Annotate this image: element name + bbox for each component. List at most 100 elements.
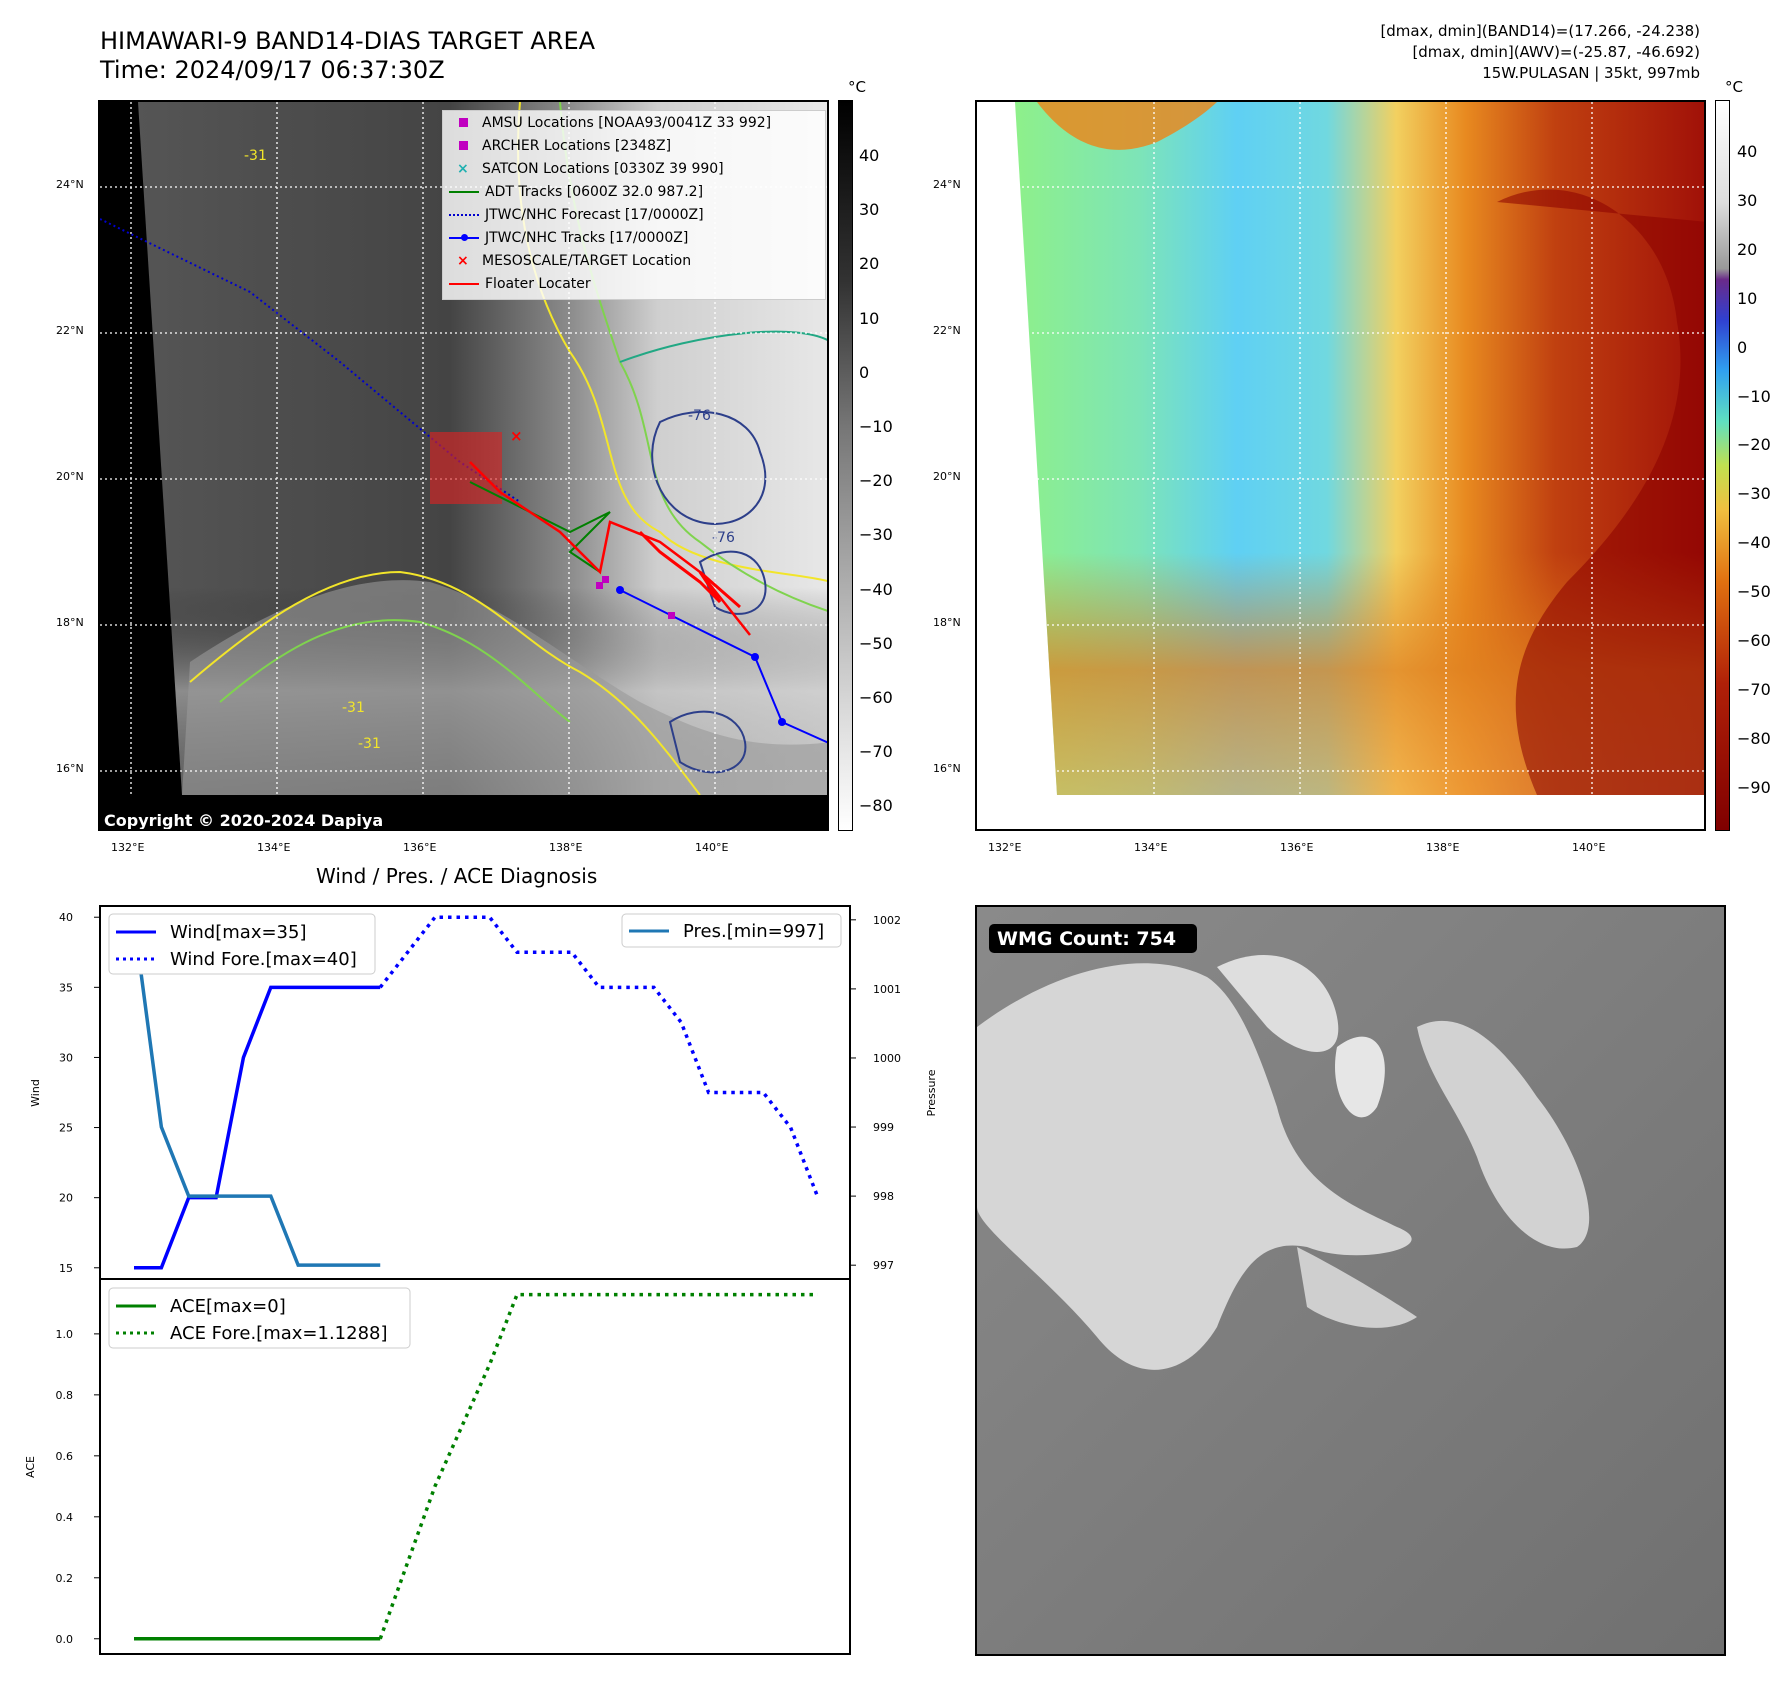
x-marker-icon: ×	[457, 161, 469, 177]
contour-navy	[651, 411, 767, 525]
wmg-count-badge: WMG Count: 754	[997, 928, 1176, 950]
lat-label: 16°N	[933, 762, 961, 775]
colorbar-tick-label: 40	[1737, 142, 1758, 161]
lon-label: 134°E	[1134, 841, 1168, 854]
cloud-feature	[1217, 955, 1339, 1052]
wind-tick-label: 35	[59, 981, 73, 994]
contour-yellow-south	[189, 570, 701, 796]
pres-ylabel: Pressure	[925, 1069, 938, 1116]
cloud-feature	[1297, 1247, 1417, 1328]
legend-item-adt: ADT Tracks [0600Z 32.0 987.2]	[449, 184, 703, 200]
lon-label: 140°E	[1572, 841, 1606, 854]
pres-tick-label: 997	[873, 1259, 894, 1272]
wind-ylabel: Wind	[29, 1079, 42, 1107]
lon-label: 132°E	[111, 841, 145, 854]
lon-label: 138°E	[549, 841, 583, 854]
wmg-badge-bg	[989, 924, 1197, 953]
wmg-canvas: WMG Count: 754	[977, 907, 1724, 1654]
colorbar-tick-label: −40	[859, 579, 893, 599]
chart-time: Time: 2024/09/17 06:37:30Z	[100, 56, 445, 84]
cloud-band	[182, 580, 827, 795]
legend-ace-fore: ACE Fore.[max=1.1288]	[170, 1323, 388, 1344]
ace-tick-label: 0.0	[56, 1633, 74, 1646]
info-line-2: [dmax, dmin](AWV)=(-25.87, -46.692)	[1412, 43, 1700, 61]
colorbar-tick-label: −50	[859, 633, 893, 653]
legend-ace: ACE[max=0]	[170, 1296, 286, 1317]
lon-label: 136°E	[1280, 841, 1314, 854]
lon-label: 138°E	[1426, 841, 1460, 854]
lat-label: 24°N	[56, 178, 84, 191]
ir-map: -76 -76 -31 -31 -31 ×	[98, 100, 829, 831]
colorbar-tick-label: −30	[859, 525, 893, 545]
legend-item-satcon: × SATCON Locations [0330Z 39 990]	[457, 161, 724, 177]
floater-track	[469, 461, 751, 636]
colorbar-tick-label: −80	[1737, 728, 1771, 748]
diag-title: Wind / Pres. / ACE Diagnosis	[316, 864, 598, 888]
lon-label: 136°E	[403, 841, 437, 854]
series-line-0	[134, 985, 381, 1270]
legend-item-floater: Floater Locater	[449, 276, 591, 292]
pres-tick-label: 1001	[873, 983, 901, 996]
colorbar-tick-label: 10	[859, 308, 880, 328]
wind-tick-label: 40	[59, 911, 73, 924]
colorbar-unit: °C	[1725, 78, 1743, 96]
wind-tick-label: 30	[59, 1051, 73, 1064]
lat-label: 18°N	[933, 616, 961, 629]
cold-cloud-core	[1497, 189, 1704, 795]
lat-label: 20°N	[56, 470, 84, 483]
contour-label: -31	[244, 148, 267, 164]
contour-label: -31	[358, 736, 381, 752]
copyright-text: Copyright © 2020-2024 Dapiya	[104, 811, 384, 830]
square-marker-icon	[459, 141, 468, 150]
chart-title: HIMAWARI-9 BAND14-DIAS TARGET AREA	[100, 27, 596, 55]
colorbar-tick-label: −40	[1737, 533, 1771, 553]
legend-item-archer: ARCHER Locations [2348Z]	[459, 138, 671, 154]
series-line-2	[132, 919, 381, 1267]
pres-tick-label: 999	[873, 1121, 894, 1134]
ace-tick-label: 0.4	[56, 1511, 74, 1524]
amsu-marker	[668, 612, 675, 619]
ace-tick-label: 0.6	[56, 1450, 74, 1463]
legend-wind-fore: Wind Fore.[max=40]	[170, 949, 357, 970]
colorbar-tick-label: −20	[859, 471, 893, 491]
colorbar-tick-label: 30	[859, 200, 880, 220]
lat-label: 18°N	[56, 616, 84, 629]
jtwc-point	[778, 718, 786, 726]
colorbar-unit: °C	[848, 78, 866, 96]
copyright-bar	[100, 795, 827, 829]
colorbar-tick-label: 0	[1737, 337, 1748, 357]
colorbar-tick-label: −10	[1737, 386, 1771, 406]
wmg-panel: WMG Count: 754	[975, 905, 1726, 1656]
legend-item-forecast: JTWC/NHC Forecast [17/0000Z]	[449, 207, 704, 223]
lat-label: 24°N	[933, 178, 961, 191]
lat-label: 22°N	[933, 324, 961, 337]
colorbar-tick-label: −60	[1737, 631, 1771, 650]
colorbar-tick-label: −70	[1737, 679, 1771, 699]
archer-marker	[602, 576, 609, 583]
colorbar-left	[838, 100, 853, 831]
pres-tick-label: 1002	[873, 914, 901, 927]
pres-legend	[621, 913, 842, 948]
jtwc-point	[751, 653, 759, 661]
ace-tick-label: 0.8	[56, 1389, 74, 1402]
pres-tick-label: 1000	[873, 1052, 901, 1065]
colorbar-tick-label: 0	[859, 362, 870, 382]
lat-label: 20°N	[933, 470, 961, 483]
ace-legend	[108, 1287, 411, 1349]
info-line-3: 15W.PULASAN | 35kt, 997mb	[1482, 64, 1700, 82]
colorbar-tick-label: 10	[1737, 288, 1758, 308]
lon-label: 134°E	[257, 841, 291, 854]
cloud-feature	[1335, 1036, 1385, 1118]
awv-map	[975, 100, 1706, 831]
pres-tick-label: 998	[873, 1190, 894, 1203]
cloud-feature	[1417, 1020, 1590, 1249]
colorbar-tick-label: 40	[859, 146, 880, 165]
ace-tick-label: 1.0	[56, 1328, 74, 1341]
contour-label: -76	[688, 408, 711, 424]
wind-tick-label: 20	[59, 1192, 73, 1205]
colorbar-tick-label: 20	[859, 254, 880, 274]
contour-teal	[619, 330, 827, 363]
colorbar-tick-label: −90	[1737, 777, 1771, 797]
legend-pres: Pres.[min=997]	[683, 921, 824, 942]
legend-item-amsu: AMSU Locations [NOAA93/0041Z 33 992]	[459, 115, 771, 131]
